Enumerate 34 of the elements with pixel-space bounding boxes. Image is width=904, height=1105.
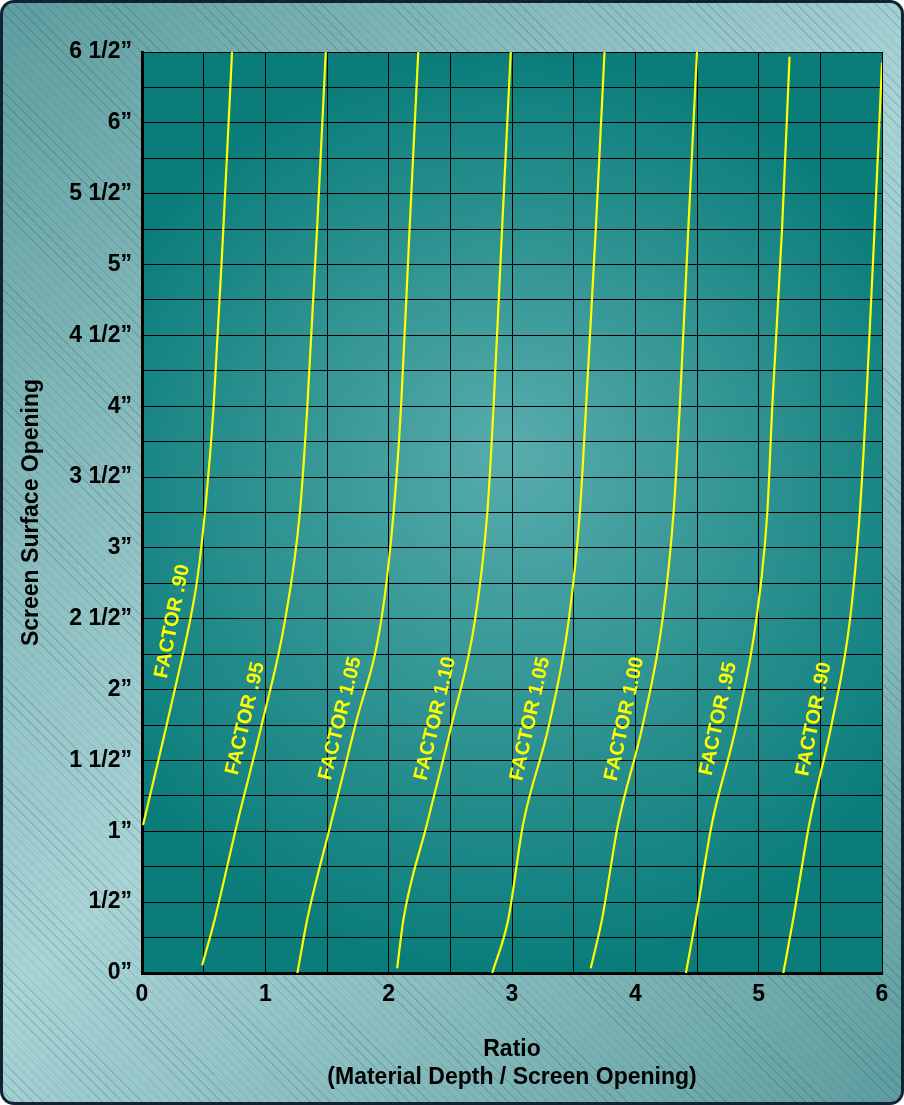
x-axis-title: Ratio (Material Depth / Screen Opening) — [327, 1034, 697, 1089]
x-tick-label: 3 — [505, 980, 519, 1007]
y-tick-label: 3 1/2” — [69, 462, 132, 489]
text: FACTOR .95 — [693, 659, 740, 778]
y-tick-label: 1/2” — [88, 887, 132, 914]
text: FACTOR 1.10 — [408, 654, 460, 783]
line-series — [782, 62, 882, 973]
y-tick-label: 3” — [107, 533, 132, 560]
x-tick-label: 5 — [752, 980, 766, 1007]
text: FACTOR 1.00 — [599, 654, 648, 783]
x-tick-label: 2 — [382, 980, 396, 1007]
y-tick-label: 4” — [107, 391, 132, 418]
y-tick-label: 5 1/2” — [69, 179, 132, 206]
y-axis-title: Screen Surface Opening — [17, 378, 44, 647]
line-series — [684, 56, 791, 973]
text: FACTOR .90 — [790, 660, 835, 778]
x-tick-label: 1 — [258, 980, 272, 1007]
y-tick-label: 4 1/2” — [69, 320, 132, 347]
text: FACTOR 1.05 — [313, 654, 365, 782]
y-tick-label: 1” — [107, 816, 132, 843]
x-tick-label: 4 — [628, 980, 642, 1007]
y-tick-label: 0” — [107, 958, 132, 985]
x-tick-label: 6 — [875, 980, 889, 1007]
line-series — [589, 52, 699, 969]
text: FACTOR .95 — [220, 659, 268, 777]
y-tick-label: 2” — [107, 674, 132, 701]
x-tick-label: 0 — [135, 980, 149, 1007]
y-tick-label: 5” — [107, 249, 132, 276]
y-tick-label: 6” — [107, 108, 132, 135]
text: FACTOR .90 — [149, 562, 194, 680]
y-tick-label: 6 1/2” — [69, 37, 132, 64]
text: FACTOR 1.05 — [504, 654, 554, 783]
y-tick-label: 1 1/2” — [69, 745, 132, 772]
y-tick-label: 2 1/2” — [69, 604, 132, 631]
